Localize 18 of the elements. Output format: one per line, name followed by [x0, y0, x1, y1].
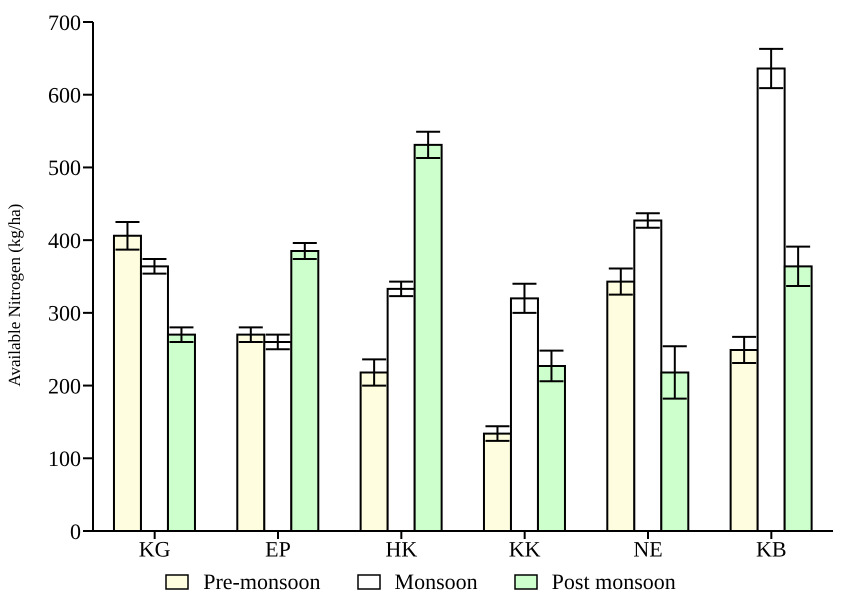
- y-tick-label: 200: [48, 373, 81, 398]
- y-tick-label: 700: [48, 10, 81, 35]
- x-tick-label: KK: [508, 536, 541, 562]
- x-tick-label: EP: [265, 536, 291, 562]
- legend-label: Pre-monsoon: [203, 569, 321, 595]
- x-tick-label: KG: [138, 536, 171, 562]
- y-tick-label: 0: [70, 518, 81, 544]
- x-tick-label: KB: [756, 536, 787, 562]
- legend-label: Post monsoon: [552, 569, 676, 595]
- y-tick-label: 500: [48, 155, 81, 180]
- y-tick-label: 600: [48, 82, 81, 108]
- y-tick-label: 300: [48, 300, 81, 326]
- x-tick-label: HK: [385, 536, 418, 562]
- y-axis-title: Available Nitrogen (kg/ha): [5, 204, 24, 386]
- y-tick-label: 400: [48, 228, 81, 253]
- y-tick-label: 100: [48, 446, 81, 472]
- x-tick-label: NE: [633, 536, 663, 562]
- legend-label: Monsoon: [394, 569, 478, 595]
